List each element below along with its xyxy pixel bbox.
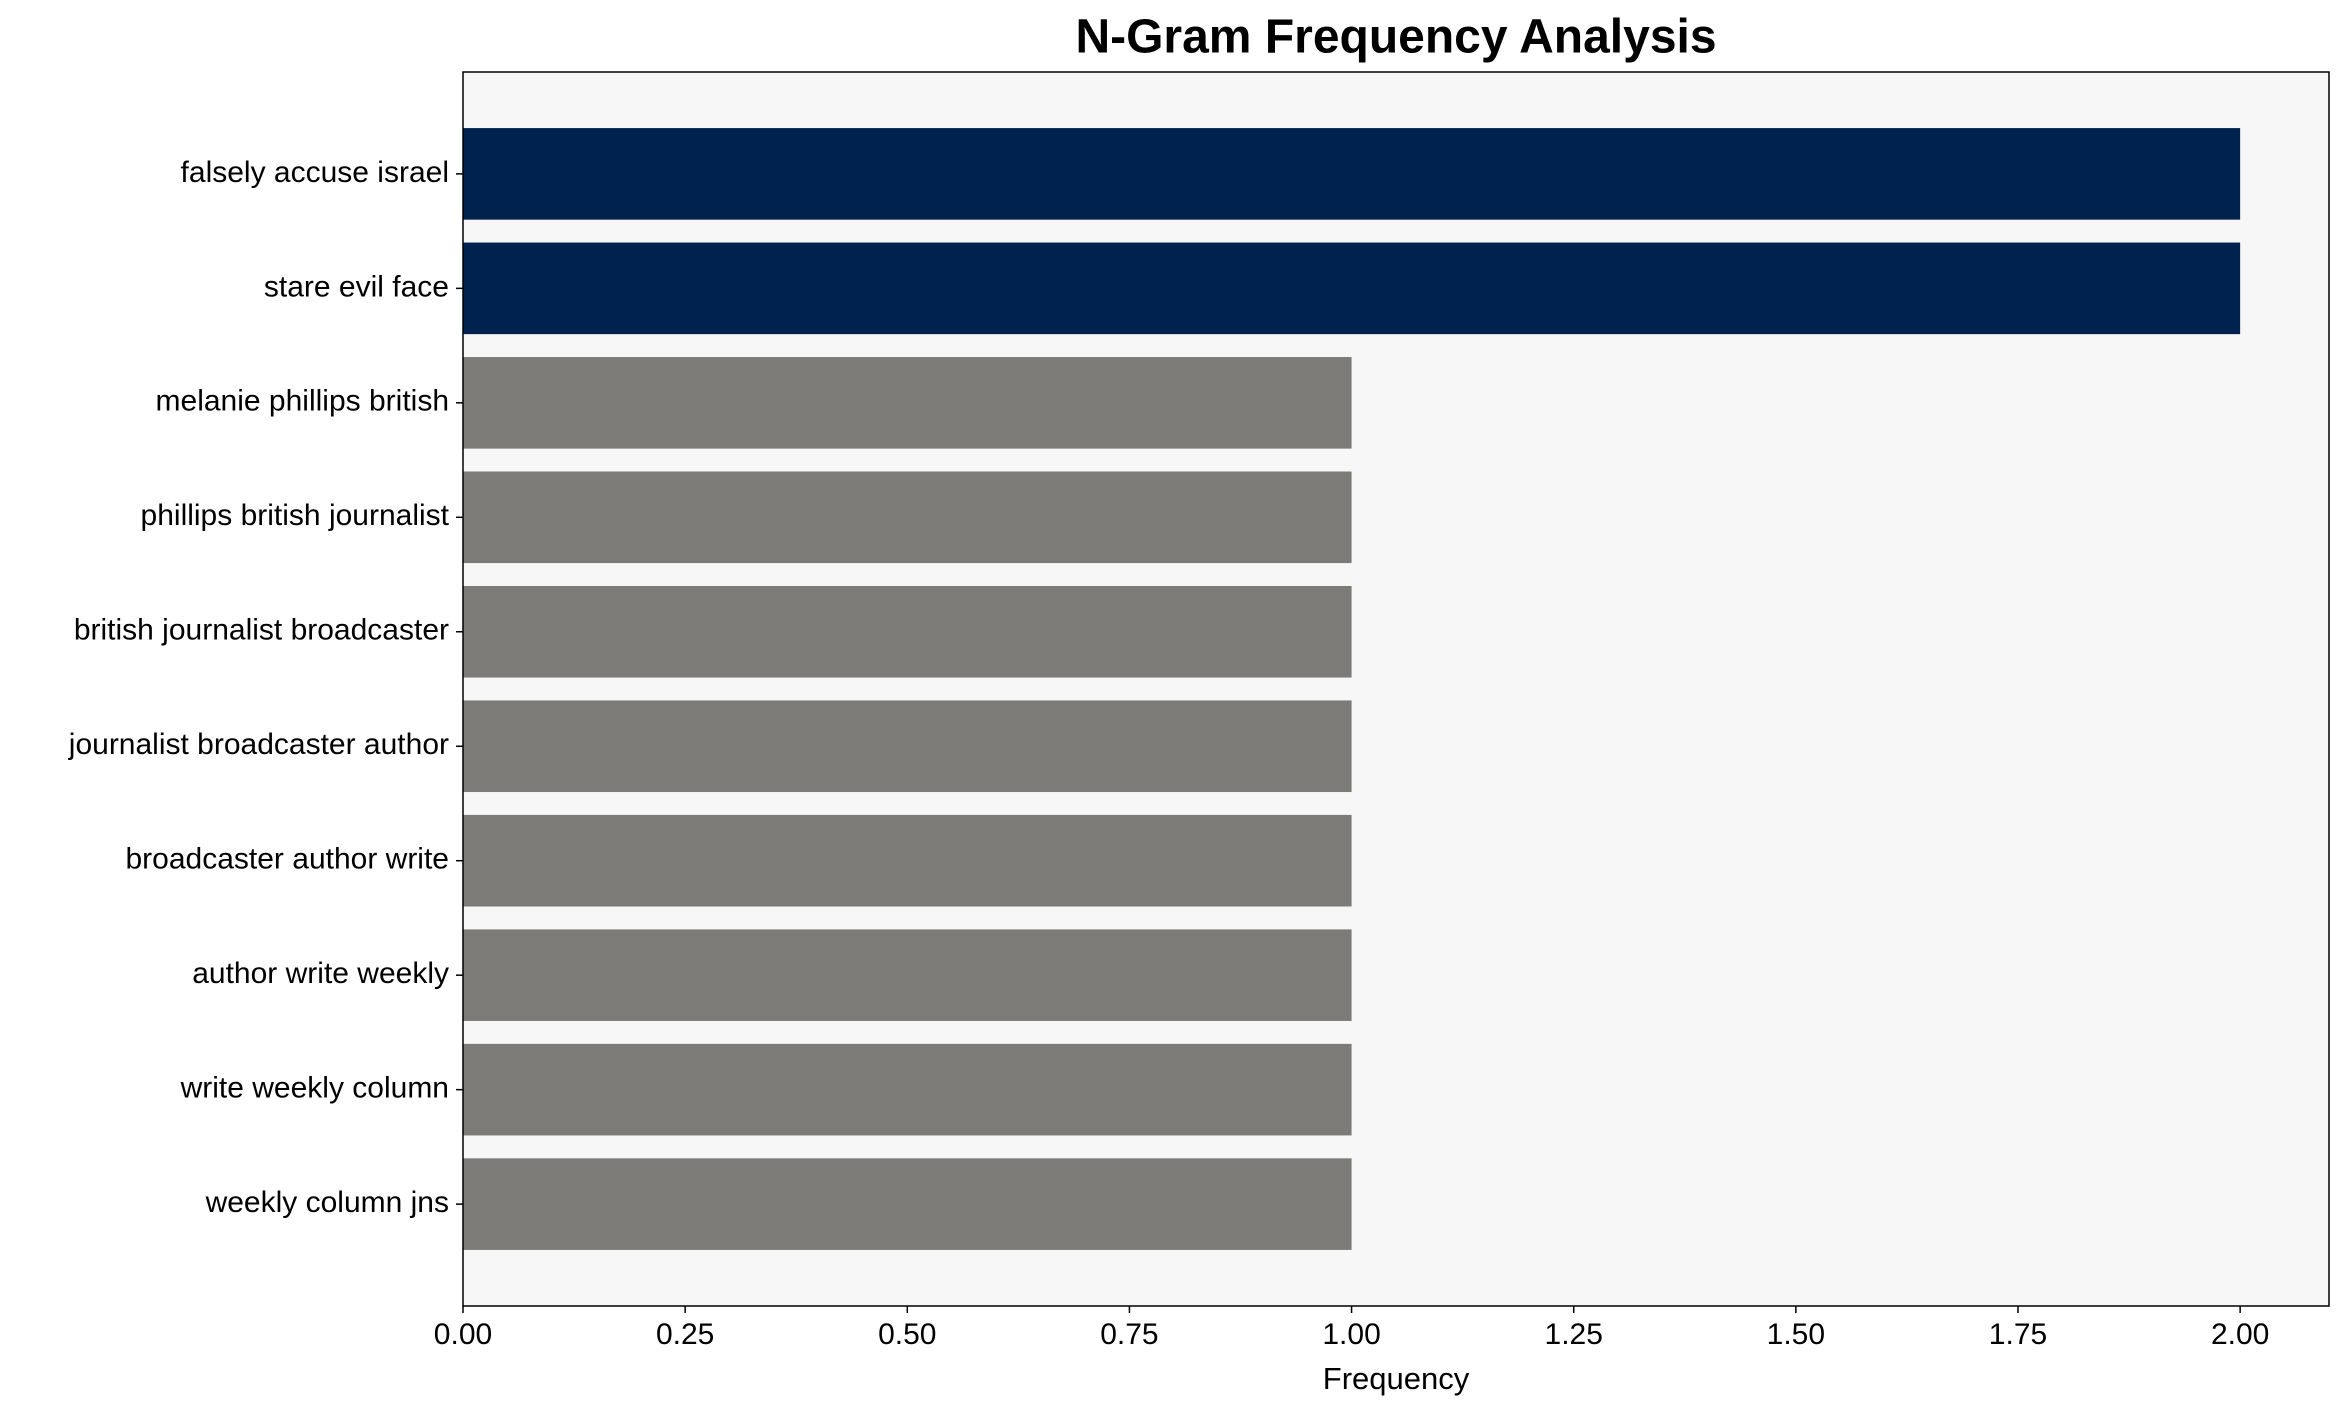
y-tick-label: stare evil face	[264, 270, 449, 303]
x-tick-label: 0.75	[1100, 1318, 1158, 1351]
x-tick-label: 1.25	[1545, 1318, 1603, 1351]
bar	[463, 585, 1352, 678]
bar	[463, 471, 1352, 564]
y-tick-label: write weekly column	[180, 1072, 449, 1105]
y-tick-label: falsely accuse israel	[181, 156, 449, 189]
x-tick-label: 0.25	[656, 1318, 714, 1351]
x-tick-label: 0.50	[878, 1318, 936, 1351]
bar	[463, 814, 1352, 907]
bar	[463, 128, 2241, 220]
x-tick-label: 1.50	[1767, 1318, 1825, 1351]
chart-title: N-Gram Frequency Analysis	[1075, 11, 1716, 64]
bar	[463, 1158, 1352, 1250]
y-tick-label: broadcaster author write	[126, 843, 450, 876]
plot-frame	[462, 71, 2330, 1307]
y-tick-label: british journalist broadcaster	[74, 614, 449, 647]
bar	[463, 357, 1352, 449]
x-tick-label: 2.00	[2211, 1318, 2269, 1351]
x-tick-label: 1.00	[1322, 1318, 1380, 1351]
y-tick-label: author write weekly	[192, 957, 449, 990]
x-tick-label: 0.00	[434, 1318, 492, 1351]
x-tick-label: 1.75	[1989, 1318, 2047, 1351]
bar	[463, 929, 1352, 1021]
y-tick-label: phillips british journalist	[141, 499, 450, 532]
bar	[463, 1043, 1352, 1136]
bar	[463, 700, 1352, 793]
bar	[463, 242, 2241, 335]
y-tick-label: weekly column jns	[205, 1186, 449, 1219]
y-tick-label: journalist broadcaster author	[68, 728, 449, 761]
y-tick-label: melanie phillips british	[156, 385, 449, 418]
x-axis-label: Frequency	[1323, 1361, 1470, 1396]
